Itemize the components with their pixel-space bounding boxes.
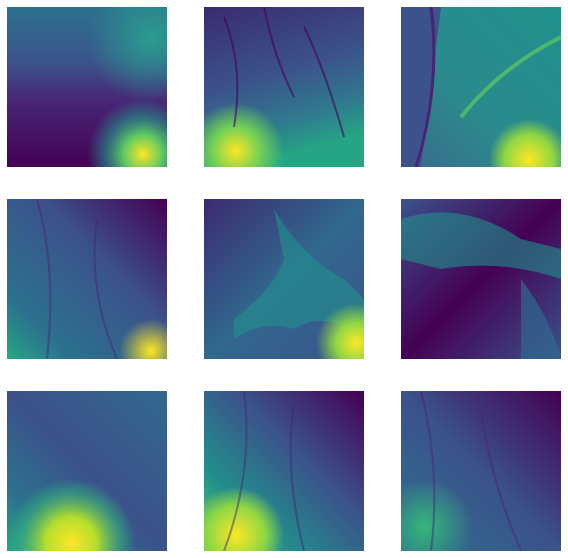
tile-r2-c2 bbox=[204, 199, 364, 359]
elevation-image-r1-c2 bbox=[204, 7, 364, 167]
tile-r2-c3 bbox=[401, 199, 561, 359]
tile-r3-c3 bbox=[401, 391, 561, 551]
tile-r1-c3 bbox=[401, 7, 561, 167]
tile-r2-c1 bbox=[7, 199, 167, 359]
elevation-image-r2-c2 bbox=[204, 199, 364, 359]
elevation-image-r3-c1 bbox=[7, 391, 167, 551]
elevation-image-r1-c1 bbox=[7, 7, 167, 167]
elevation-image-r3-c3 bbox=[401, 391, 561, 551]
tile-r1-c1 bbox=[7, 7, 167, 167]
tile-r1-c2 bbox=[204, 7, 364, 167]
elevation-image-r3-c2 bbox=[204, 391, 364, 551]
elevation-image-r1-c3 bbox=[401, 7, 561, 167]
tile-r3-c2 bbox=[204, 391, 364, 551]
elevation-image-r2-c3 bbox=[401, 199, 561, 359]
elevation-image-r2-c1 bbox=[7, 199, 167, 359]
tile-r3-c1 bbox=[7, 391, 167, 551]
